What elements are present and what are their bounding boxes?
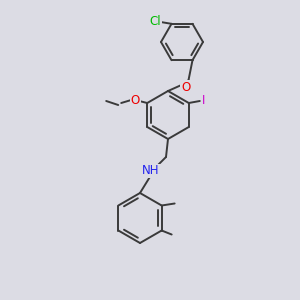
Text: O: O [181, 81, 190, 94]
Text: NH: NH [142, 164, 160, 178]
Text: O: O [130, 94, 140, 106]
Text: I: I [202, 94, 206, 107]
Text: Cl: Cl [150, 15, 161, 28]
